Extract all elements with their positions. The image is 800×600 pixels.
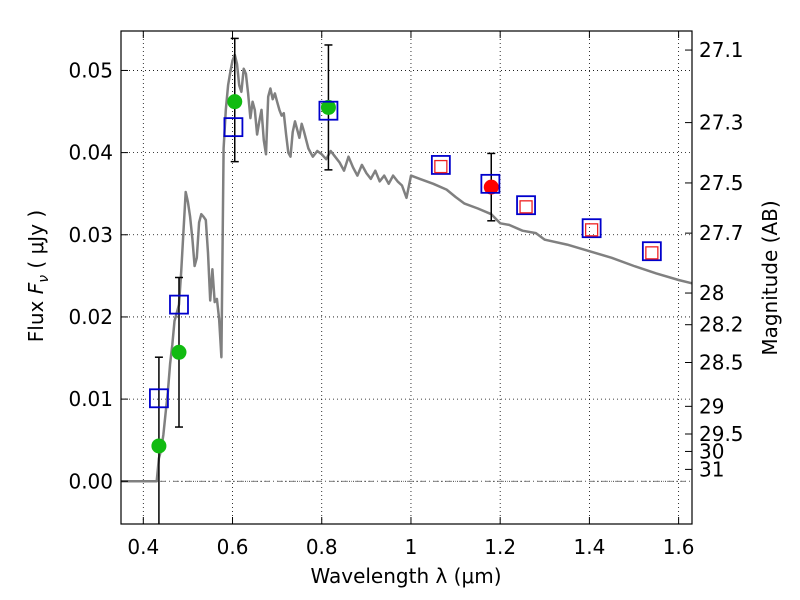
x-tick-label: 0.4 (127, 535, 159, 559)
green-point (171, 344, 187, 360)
y-axis-title-suffix: ( μJy ) (24, 210, 48, 275)
y-tick-label: 0.04 (68, 141, 113, 165)
sed-curve (121, 53, 693, 483)
red-square (584, 223, 599, 237)
sed-curve-layer (121, 53, 693, 483)
x-tick-label: 1.4 (573, 535, 605, 559)
magnitude-tick-label: 29 (699, 394, 724, 418)
magnitude-tick-label: 28 (699, 281, 724, 305)
magnitude-tick-label: 27.5 (699, 171, 744, 195)
y-tick-label: 0.03 (68, 223, 113, 247)
axes-frame (120, 30, 693, 525)
magnitude-tick-label: 28.5 (699, 351, 744, 375)
blue-square (223, 117, 244, 138)
blue-square (480, 173, 501, 194)
red-point (483, 179, 499, 195)
green-points-layer (151, 94, 336, 454)
magnitude-tick-label: 27.3 (699, 111, 744, 135)
red-square (434, 159, 448, 174)
blue-square (516, 195, 536, 216)
red-squares-layer (434, 159, 659, 260)
magnitude-tick-label: 27.7 (699, 221, 744, 245)
x-tick-label: 0.6 (217, 535, 249, 559)
y-axis-title-subscript: ν (36, 275, 52, 283)
magnitude-tick-label: 27.1 (699, 38, 744, 62)
y2-axis-title: Magnitude (AB) (758, 200, 782, 355)
magnitude-tick-label: 28.2 (699, 313, 744, 337)
y-tick-label: 0.01 (68, 387, 113, 411)
red-point-layer (483, 179, 499, 195)
blue-squares-layer (149, 100, 662, 409)
y-tick-label: 0.00 (68, 469, 113, 493)
y-tick-label: 0.05 (68, 58, 113, 82)
blue-square (581, 218, 602, 239)
y-axis-title-symbol: F (24, 282, 48, 294)
y-ticks: 0.00 0.01 0.02 0.03 0.04 0.05 (68, 58, 128, 493)
red-square (519, 200, 533, 214)
y-axis-title: Flux Fν ( μJy ) (24, 210, 52, 342)
x-ticks: 0.4 0.6 0.8 1 1.2 1.4 1.6 (127, 31, 695, 559)
x-tick-label: 1.2 (484, 535, 516, 559)
y-axis-title-prefix: Flux (24, 294, 48, 342)
x-tick-label: 0.8 (306, 535, 338, 559)
x-tick-label: 1.6 (663, 535, 695, 559)
y-tick-label: 0.02 (68, 305, 113, 329)
blue-square (641, 241, 662, 262)
blue-square (149, 388, 169, 409)
red-square (645, 246, 659, 260)
magnitude-tick-label: 31 (699, 457, 724, 481)
blue-square (169, 294, 189, 315)
green-point (151, 438, 167, 454)
x-axis-title: Wavelength λ (μm) (310, 564, 501, 588)
magnitude-tick-label: 29.5 (699, 422, 744, 446)
blue-square (318, 100, 339, 121)
magnitude-tick-label: 30 (699, 439, 724, 463)
x-tick-label: 1 (405, 535, 418, 559)
blue-square (430, 155, 451, 175)
plot-frame (120, 30, 693, 525)
green-point (320, 99, 336, 115)
green-point (227, 94, 243, 110)
